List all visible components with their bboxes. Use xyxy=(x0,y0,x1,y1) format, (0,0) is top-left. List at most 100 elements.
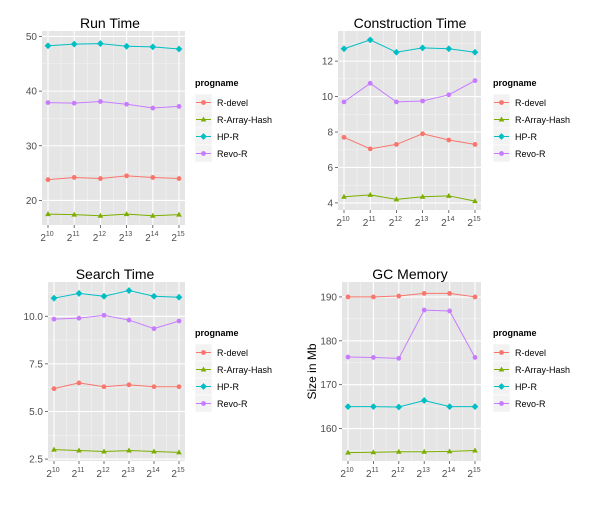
data-point-revo-r xyxy=(345,354,351,360)
x-tick-base: 2 xyxy=(145,233,151,244)
legend-key-marker xyxy=(201,401,206,406)
legend-title: progname xyxy=(493,328,537,338)
x-tick-label: 215 xyxy=(171,231,184,244)
x-tick-label: 213 xyxy=(417,467,430,480)
data-point-revo-r xyxy=(394,99,399,105)
legend-key-marker xyxy=(200,116,207,122)
data-point-revo-r xyxy=(150,105,156,111)
data-point-r-array-hash xyxy=(446,192,452,198)
data-point-r-devel xyxy=(71,175,77,180)
x-tick-label: 212 xyxy=(96,467,109,480)
legend-key-marker xyxy=(498,133,505,140)
x-tick-base: 2 xyxy=(467,469,473,480)
x-tick-label: 212 xyxy=(389,216,402,229)
x-tick-exponent: 10 xyxy=(342,216,350,223)
x-tick-base: 2 xyxy=(389,218,395,229)
x-tick-base: 2 xyxy=(121,469,127,480)
data-point-r-array-hash xyxy=(367,191,373,197)
series-line-revo-r xyxy=(53,314,180,330)
data-point-hp-r xyxy=(100,292,108,300)
data-point-r-devel xyxy=(394,142,399,147)
legend: progname R-devel R-Array-Hash HP-R Revo-R xyxy=(194,328,272,413)
legend-title: progname xyxy=(195,328,239,338)
legend-label: R-Array-Hash xyxy=(217,365,272,375)
data-point-r-devel xyxy=(396,293,402,299)
x-tick-exponent: 15 xyxy=(473,467,481,474)
legend-title: progname xyxy=(493,78,537,88)
data-point-r-array-hash xyxy=(472,447,478,453)
y-tick-label: 12 xyxy=(322,57,334,68)
data-point-hp-r xyxy=(175,293,183,301)
legend-key-marker xyxy=(201,151,206,156)
y-tick-label: 20 xyxy=(26,196,38,207)
series-line-revo-r xyxy=(47,100,180,109)
data-point-r-array-hash xyxy=(150,212,156,218)
legend-label: Revo-R xyxy=(217,399,248,409)
series-line-r-array-hash xyxy=(343,194,476,202)
data-point-hp-r xyxy=(471,48,479,56)
data-point-r-devel xyxy=(345,294,351,300)
data-point-hp-r xyxy=(175,45,183,53)
legend-label: HP-R xyxy=(217,132,239,142)
data-point-revo-r xyxy=(420,98,425,104)
chart-title: Construction Time xyxy=(354,15,467,31)
x-tick-label: 211 xyxy=(67,231,80,244)
x-tick-label: 212 xyxy=(391,467,404,480)
series-line-r-array-hash xyxy=(347,449,476,454)
data-point-r-array-hash xyxy=(472,198,478,204)
x-tick-label: 210 xyxy=(336,216,349,229)
data-point-r-devel xyxy=(447,291,452,296)
x-tick-base: 2 xyxy=(417,469,423,480)
x-tick-exponent: 13 xyxy=(420,216,428,223)
data-point-hp-r xyxy=(150,292,158,300)
y-tick-label: 170 xyxy=(320,380,337,391)
x-tick-exponent: 15 xyxy=(177,467,185,474)
data-point-hp-r xyxy=(395,403,403,411)
x-tick-label: 215 xyxy=(467,216,480,229)
x-tick-base: 2 xyxy=(40,233,46,244)
x-tick-exponent: 11 xyxy=(72,231,79,238)
chart-title: Search Time xyxy=(76,266,155,282)
x-tick-label: 210 xyxy=(40,231,53,244)
data-point-revo-r xyxy=(151,326,157,332)
x-tick-exponent: 12 xyxy=(394,216,402,223)
legend: progname R-devel R-Array-Hash HP-R Revo-R xyxy=(194,78,272,163)
x-tick-label: 214 xyxy=(145,231,158,244)
x-tick-exponent: 12 xyxy=(98,231,106,238)
y-tick-label: 50 xyxy=(26,32,38,43)
series-line-revo-r xyxy=(347,309,476,359)
x-tick-label: 214 xyxy=(441,216,454,229)
x-tick-exponent: 14 xyxy=(447,467,455,474)
x-tick-base: 2 xyxy=(171,469,177,480)
x-tick-exponent: 14 xyxy=(152,467,160,474)
data-point-r-array-hash xyxy=(341,193,347,199)
data-point-r-array-hash xyxy=(345,449,351,455)
data-point-r-array-hash xyxy=(97,212,104,218)
legend-title: progname xyxy=(195,78,239,88)
legend-key-marker xyxy=(498,116,505,122)
legend-label: HP-R xyxy=(217,382,239,392)
data-point-r-devel xyxy=(176,384,182,390)
data-point-r-array-hash xyxy=(123,211,130,217)
x-tick-base: 2 xyxy=(67,233,73,244)
data-point-hp-r xyxy=(44,42,52,50)
x-tick-exponent: 13 xyxy=(124,231,132,238)
x-tick-label: 214 xyxy=(442,467,455,480)
data-point-revo-r xyxy=(447,308,452,314)
data-point-r-array-hash xyxy=(419,193,426,199)
data-point-r-devel xyxy=(124,173,129,179)
data-point-r-array-hash xyxy=(446,448,453,454)
legend-label: R-Array-Hash xyxy=(515,115,570,125)
data-point-r-array-hash xyxy=(101,448,107,454)
chart-title: GC Memory xyxy=(372,266,447,282)
data-point-hp-r xyxy=(75,290,83,297)
series-line-revo-r xyxy=(343,80,476,103)
x-tick-exponent: 15 xyxy=(473,216,481,223)
x-tick-exponent: 10 xyxy=(52,467,60,474)
data-point-r-array-hash xyxy=(393,196,400,202)
x-tick-label: 215 xyxy=(171,467,184,480)
legend-label: R-Array-Hash xyxy=(515,365,570,375)
legend-key-marker xyxy=(499,350,504,355)
